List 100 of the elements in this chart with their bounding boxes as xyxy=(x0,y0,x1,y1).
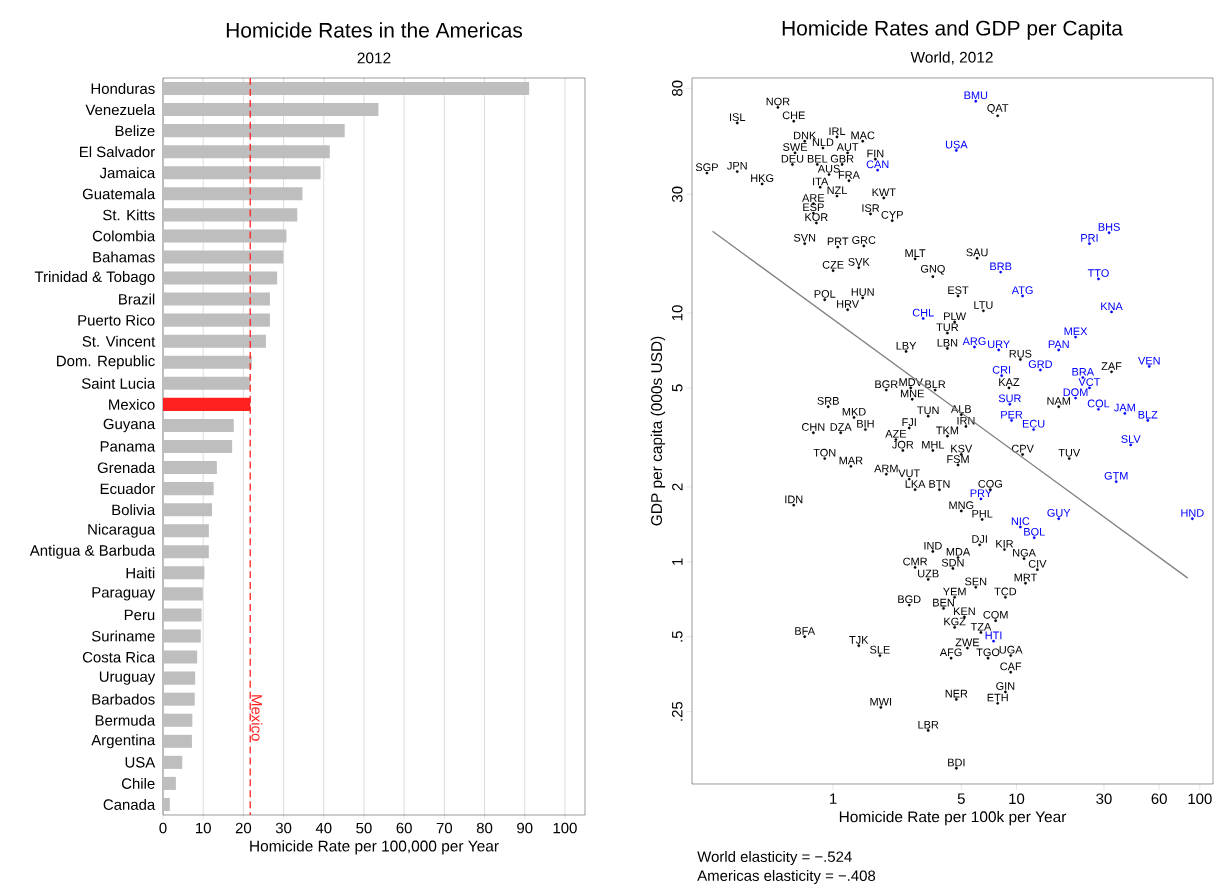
data-label: PAN xyxy=(1048,340,1069,349)
data-label: MWI xyxy=(870,697,892,706)
bar xyxy=(163,145,330,159)
x-tick-label: 70 xyxy=(436,822,453,834)
data-label: ARM xyxy=(874,464,898,473)
data-label: KEN xyxy=(954,607,975,616)
data-label: NLD xyxy=(812,138,834,147)
y-tick-label: 30 xyxy=(671,186,683,203)
data-label: BEN xyxy=(933,598,954,607)
y-tick-label: St. Vincent xyxy=(82,335,156,347)
data-label: ARG xyxy=(962,337,986,346)
x-tick-label: 40 xyxy=(315,822,332,834)
bar xyxy=(163,776,176,790)
data-label: CIV xyxy=(1028,559,1047,568)
data-label: BHS xyxy=(1098,223,1120,231)
bar xyxy=(163,439,233,454)
data-label: BIH xyxy=(857,420,874,428)
data-label: COG xyxy=(978,479,1002,488)
data-label: TUN xyxy=(917,406,939,415)
bar xyxy=(163,503,213,517)
data-label: NIC xyxy=(1011,517,1030,526)
y-tick-label: St. Kitts xyxy=(103,209,155,221)
data-label: MDV xyxy=(899,378,923,386)
data-label: SLV xyxy=(1121,435,1141,443)
data-label: JOR xyxy=(892,440,914,449)
x-tick-label: 30 xyxy=(1096,793,1112,805)
y-tick-label: Brazil xyxy=(119,293,155,305)
data-label: RUS xyxy=(1009,349,1032,358)
data-label: NZL xyxy=(827,186,847,195)
y-tick-label: Jamaica xyxy=(99,167,156,179)
data-label: AZE xyxy=(885,430,907,438)
data-label: BFA xyxy=(795,627,816,635)
x-tick-label: 50 xyxy=(356,822,372,834)
data-label: VCT xyxy=(1078,378,1101,386)
chart-title: Homicide Rates in the Americas xyxy=(226,22,523,38)
bar xyxy=(163,566,205,580)
y-tick-label: Panama xyxy=(100,441,156,452)
data-label: GBR xyxy=(830,154,854,163)
bar xyxy=(163,81,530,96)
bar xyxy=(163,524,209,538)
x-tick-label: 60 xyxy=(396,822,412,834)
data-label: PRY xyxy=(970,489,992,497)
data-label: IDN xyxy=(785,495,803,504)
data-label: UZB xyxy=(918,569,939,578)
bar xyxy=(163,208,298,222)
x-tick-label: 0 xyxy=(159,822,167,834)
bar xyxy=(163,271,278,285)
bar xyxy=(163,292,270,306)
x-tick-label: 10 xyxy=(196,822,211,834)
y-tick-label: El Salvador xyxy=(80,146,155,158)
data-label: MAC xyxy=(851,131,875,140)
y-tick-label: Trinidad & Tobago xyxy=(34,271,155,285)
data-label: JAM xyxy=(1114,403,1135,412)
bar xyxy=(163,166,321,180)
data-label: FIN xyxy=(867,149,884,158)
y-tick-label: Bermuda xyxy=(95,714,156,726)
data-label: CHN xyxy=(802,423,825,431)
bar xyxy=(163,313,270,327)
data-label: TCD xyxy=(994,587,1017,596)
data-label: BEL xyxy=(807,155,828,163)
data-label: MAR xyxy=(839,456,863,465)
data-label: NGA xyxy=(1013,548,1036,557)
y-tick-label: Ecuador xyxy=(100,483,155,495)
x-axis-title: Homicide Rate per 100k per Year xyxy=(839,810,1067,826)
data-label: TZA xyxy=(970,622,992,631)
data-label: TGO xyxy=(976,648,1000,657)
bar xyxy=(163,124,345,138)
data-label: IRN xyxy=(957,416,975,425)
y-tick-label: 1 xyxy=(672,558,683,565)
bar xyxy=(163,755,183,769)
data-label: GUY xyxy=(1047,509,1071,517)
bar xyxy=(163,650,198,664)
data-label: PLW xyxy=(944,312,967,321)
y-tick-label: Nicaragua xyxy=(88,523,156,538)
data-label: AUT xyxy=(836,143,859,151)
data-label: VEN xyxy=(1138,356,1160,365)
data-label: TKM xyxy=(936,426,959,435)
data-label: MKD xyxy=(842,408,866,416)
data-label: ISR xyxy=(862,204,880,212)
y-tick-label: 5 xyxy=(672,384,683,392)
y-tick-label: Mexico xyxy=(109,398,155,410)
data-label: DEU xyxy=(781,154,804,163)
data-label: CAF xyxy=(1000,662,1022,671)
data-label: ECU xyxy=(1022,419,1045,428)
data-label: ZWE xyxy=(955,638,980,647)
y-tick-label: Bolivia xyxy=(112,504,156,516)
data-label: GRD xyxy=(1028,360,1053,369)
chart-subtitle: 2012 xyxy=(357,52,391,64)
y-tick-label: Honduras xyxy=(91,83,155,94)
data-label: FJI xyxy=(902,418,916,427)
bar xyxy=(163,482,214,496)
data-label: COL xyxy=(1087,399,1110,408)
bar xyxy=(163,629,201,643)
data-label: SUR xyxy=(998,394,1021,403)
data-label: QAT xyxy=(987,104,1009,114)
y-tick-label: Uruguay xyxy=(99,671,156,685)
data-label: BLZ xyxy=(1138,410,1158,419)
data-label: LBN xyxy=(937,338,958,347)
data-label: SRB xyxy=(817,397,839,405)
bar xyxy=(163,671,196,685)
